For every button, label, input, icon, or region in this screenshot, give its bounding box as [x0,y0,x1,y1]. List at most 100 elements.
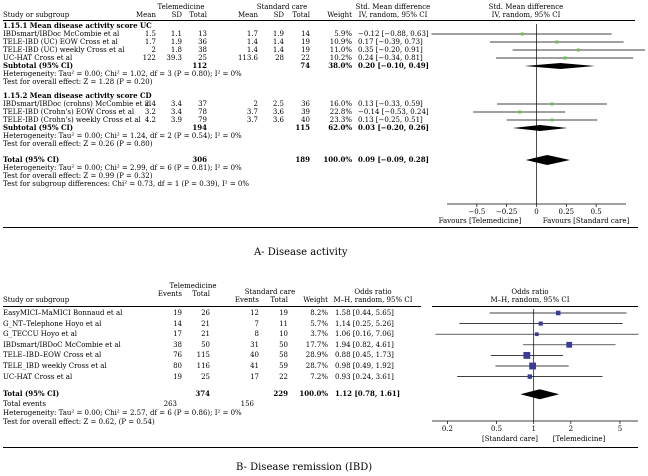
favours-left: [Standard care] [481,435,539,443]
x-tick-label: 0.2 [441,425,453,433]
point-estimate-marker [550,102,554,106]
header-rule-plot [430,20,635,21]
x-tick-label: 1 [531,425,536,433]
x-tick-label: 0 [534,208,539,216]
sd2-cell: 3.6 [272,116,284,124]
x-tick-label: −0.5 [468,208,486,216]
panel-b-caption: B- Disease remission (IBD) [236,462,373,473]
total1-cell: 25 [201,372,210,381]
group2-col-header: Total [292,11,310,19]
x-tick-label: 0.25 [558,208,575,216]
sd1-cell: 3.4 [170,100,182,108]
effect-ci-cell: −0.14 [−0.53, 0.24] [358,108,429,116]
plot-method: IV, random, 95% CI [491,11,561,19]
group2-col-header: SD [273,11,284,19]
total2-cell: 36 [301,100,310,108]
pooled-diamond [524,63,595,69]
footer-text: Test for overall effect: Z = 0.99 (P = 0… [3,172,153,180]
overall-effect-text: Test for overall effect: Z = 1.28 (P = 0… [3,78,153,86]
weight-cell: 16.0% [329,100,352,108]
study-name: IBDsmart/IBDoC McCombie et al [3,340,121,349]
overall-effect-text: Test for overall effect: Z = 0.26 (P = 0… [3,140,153,148]
subgroup-title: 1.15.2 Mean disease activity score CD [3,91,152,100]
weight-cell: 5.7% [310,319,328,328]
weight-cell: 7.2% [310,372,328,381]
study-name: TELE-IBD (Crohn's) EOW Cross et al [3,108,135,116]
weight-cell: 10.9% [329,38,352,46]
effect-ci-cell: 0.98 [0.49, 1.92] [335,362,394,370]
group2-col-header: Total [270,296,288,304]
mean1-cell: 122 [142,54,156,62]
effect-ci-cell: 1.06 [0.16, 7.06] [335,330,394,339]
total1-cell: 25 [198,54,207,62]
total2-cell: 19 [301,46,310,54]
weight-cell: 8.2% [310,309,328,317]
mean2-cell: 1.4 [246,38,258,46]
total1-cell: 115 [196,351,210,360]
mean2-cell: 2 [253,100,258,108]
total-events1: 263 [163,400,177,409]
effect-method: M–H, random, 95% CI [333,296,413,304]
group1-col-header: SD [171,11,182,19]
events1-cell: 14 [173,319,182,328]
footer-text: Test for overall effect: Z = 0.62, (P = … [3,418,155,427]
group2-header: Standard care [244,288,296,296]
footer-text: Heterogeneity: Tau² = 0.00; Chi² = 2.99,… [3,164,242,172]
x-tick-label: 2 [568,425,574,433]
panel-a-caption: A- Disease activity [254,247,348,258]
heterogeneity-text: Heterogeneity: Tau² = 0.00; Chi² = 1.02,… [3,70,242,78]
sd2-cell: 3.6 [272,108,284,116]
subtotal-weight: 38.0% [328,61,352,70]
subtotal-label: Subtotal (95% CI) [3,123,74,132]
effect-ci-cell: 0.17 [−0.39, 0.73] [358,38,423,46]
point-estimate-marker [534,332,539,337]
header-rule [3,20,432,21]
subtotal-ci: 0.20 [−0.10, 0.49] [358,61,429,70]
weight-col-header: Weight [327,11,352,19]
group2-col-header: Events [234,296,259,304]
study-col-header: Study or subgroup [3,296,70,304]
group1-header: Telemedicine [157,3,205,11]
plot-title: Std. Mean difference [488,3,564,11]
mean1-cell: 3.2 [144,108,156,116]
heterogeneity-text: Heterogeneity: Tau² = 0.00; Chi² = 1.24,… [3,132,242,140]
effect-ci-cell: 0.35 [−0.20, 0.91] [358,46,423,54]
group1-col-header: Mean [136,11,156,19]
point-estimate-marker [550,118,554,122]
weight-cell: 28.9% [305,351,328,360]
total2-cell: 39 [301,108,310,116]
point-estimate-marker [538,321,543,326]
total1-cell: 79 [198,116,207,124]
study-col-header: Study or subgroup [3,11,70,19]
total-ci: 1.12 [0.78, 1.61] [335,389,401,399]
total2-cell: 50 [279,340,288,349]
point-estimate-marker [527,374,533,379]
total1-cell: 26 [201,309,210,317]
total1-cell: 116 [196,362,210,370]
effect-ci-cell: 0.13 [−0.25, 0.51] [358,116,423,124]
subtotal-total1: 194 [192,123,207,132]
events1-cell: 19 [173,309,182,317]
group1-col-header: Events [157,290,182,298]
effect-ci-cell: 0.24 [−0.34, 0.81] [358,54,423,62]
study-name: G_TECCU Hoyo et al [3,330,78,339]
group2-header: Standard care [256,3,308,11]
mean2-cell: 1.4 [246,46,258,54]
plot-title: Odds ratio [511,288,549,296]
total1-cell: 21 [201,330,210,339]
total2-cell: 19 [301,38,310,46]
weight-cell: 11.0% [329,46,352,54]
events2-cell: 12 [250,309,259,317]
bottom-rule [3,447,638,448]
effect-ci-cell: 1.58 [0.44, 5.65] [335,309,394,317]
events1-cell: 19 [173,372,182,381]
subtotal-ci: 0.03 [−0.20, 0.26] [358,123,429,132]
total-weight: 100.0% [323,155,352,164]
point-estimate-marker [523,351,531,359]
total2-cell: 10 [279,330,288,339]
footer-text: Heterogeneity: Tau² = 0.00; Chi² = 2.57,… [3,409,242,418]
total2-cell: 11 [279,319,288,328]
study-name: TELE-IBD (UC) EOW Cross et al [3,38,118,46]
study-name: UC-HAT Cross et al [3,372,73,381]
total1-cell: 13 [198,30,207,38]
